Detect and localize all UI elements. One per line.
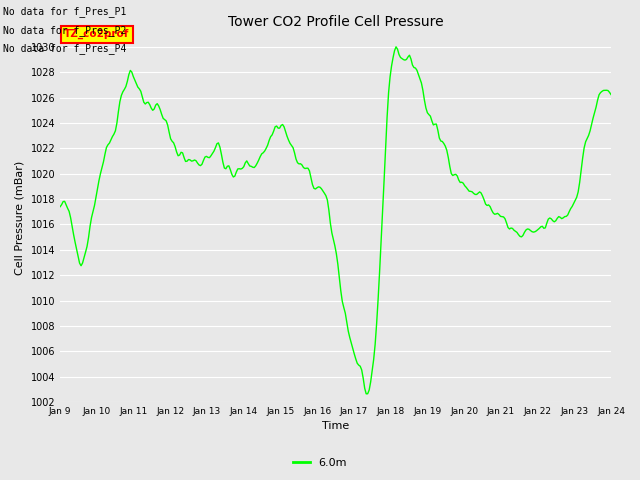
Legend: 6.0m: 6.0m <box>289 453 351 472</box>
Text: TZ_co2prof: TZ_co2prof <box>65 29 130 39</box>
Text: No data for f_Pres_P2: No data for f_Pres_P2 <box>3 24 127 36</box>
Title: Tower CO2 Profile Cell Pressure: Tower CO2 Profile Cell Pressure <box>228 15 444 29</box>
Text: No data for f_Pres_P1: No data for f_Pres_P1 <box>3 6 127 17</box>
Y-axis label: Cell Pressure (mBar): Cell Pressure (mBar) <box>15 161 25 276</box>
X-axis label: Time: Time <box>322 421 349 432</box>
Text: No data for f_Pres_P4: No data for f_Pres_P4 <box>3 43 127 54</box>
